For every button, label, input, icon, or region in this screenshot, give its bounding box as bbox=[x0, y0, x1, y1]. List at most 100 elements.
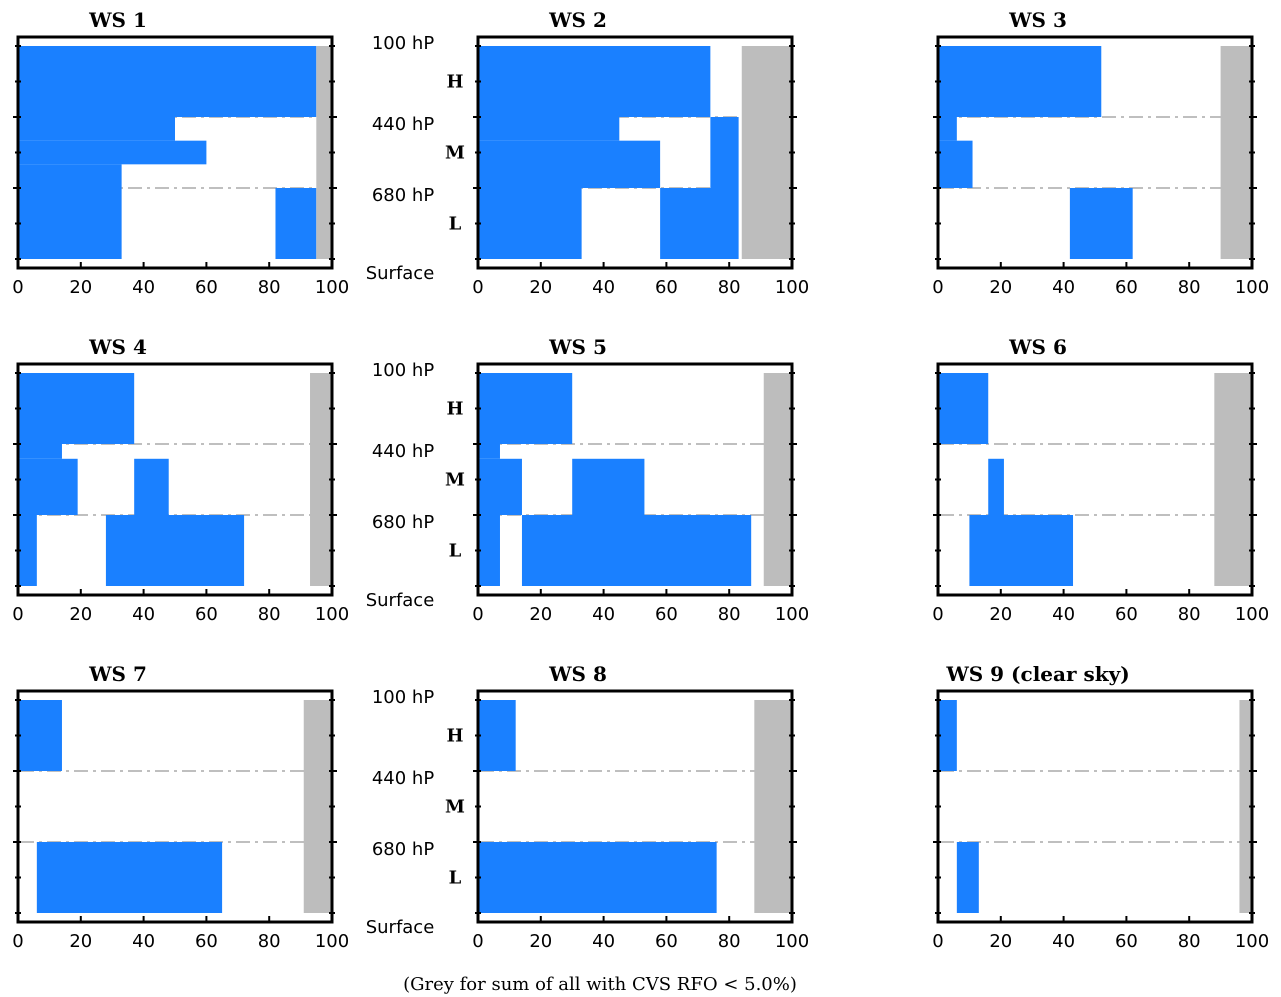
blue-bar bbox=[1069, 188, 1133, 259]
panel-title: WS 7 bbox=[88, 662, 147, 686]
grey-bar bbox=[1214, 373, 1252, 586]
grey-bar bbox=[741, 46, 792, 259]
x-tick-label: 20 bbox=[69, 604, 92, 625]
x-tick-label: 60 bbox=[655, 604, 678, 625]
pressure-label: 680 hP bbox=[372, 839, 434, 860]
blue-bar bbox=[105, 515, 245, 586]
blue-bar bbox=[938, 373, 989, 444]
x-tick-label: 100 bbox=[315, 931, 349, 952]
blue-bar bbox=[275, 188, 317, 259]
grey-bar bbox=[763, 373, 792, 586]
x-tick-label: 60 bbox=[195, 277, 218, 298]
blue-bar bbox=[938, 46, 1102, 117]
blue-bar bbox=[478, 188, 582, 259]
x-tick-label: 100 bbox=[1235, 277, 1269, 298]
x-tick-label: 80 bbox=[718, 931, 741, 952]
x-tick-label: 40 bbox=[1052, 604, 1075, 625]
blue-bar bbox=[478, 515, 500, 586]
x-tick-label: 80 bbox=[1178, 604, 1201, 625]
blue-bar bbox=[478, 700, 516, 771]
x-tick-label: 100 bbox=[315, 604, 349, 625]
level-label: H bbox=[446, 399, 463, 420]
level-label: L bbox=[449, 214, 462, 235]
blue-bar bbox=[660, 188, 739, 259]
blue-bar bbox=[18, 140, 207, 165]
level-label: M bbox=[445, 797, 465, 818]
x-tick-label: 20 bbox=[989, 931, 1012, 952]
panel-title: WS 9 (clear sky) bbox=[945, 662, 1129, 686]
x-tick-label: 80 bbox=[258, 277, 281, 298]
x-tick-label: 80 bbox=[718, 604, 741, 625]
x-tick-label: 40 bbox=[592, 931, 615, 952]
x-tick-label: 40 bbox=[132, 604, 155, 625]
pressure-axis-labels: 100 hP 440 hP 680 hP Surface H M L bbox=[366, 687, 465, 938]
panel-ws-2: WS 2 0 20 40 60 80 100 bbox=[472, 8, 809, 298]
x-tick-label: 20 bbox=[989, 604, 1012, 625]
x-tick-label: 60 bbox=[655, 277, 678, 298]
x-tick-label: 0 bbox=[472, 277, 483, 298]
x-tick-label: 20 bbox=[529, 604, 552, 625]
level-label: H bbox=[446, 726, 463, 747]
blue-bar bbox=[18, 188, 122, 259]
panel-ws-4: WS 4 0 20 40 60 80 100 bbox=[12, 335, 349, 625]
x-tick-label: 80 bbox=[718, 277, 741, 298]
blue-bar bbox=[18, 515, 37, 586]
blue-bar bbox=[572, 458, 645, 515]
pressure-axis-labels: 100 hP 440 hP 680 hP Surface H M L bbox=[366, 33, 465, 284]
blue-bar bbox=[478, 444, 500, 459]
x-tick-label: 0 bbox=[472, 604, 483, 625]
blue-bar bbox=[134, 458, 169, 515]
x-tick-label: 60 bbox=[1115, 277, 1138, 298]
panel-ws-1: WS 1 0 20 40 60 80 100 bbox=[12, 8, 349, 298]
x-tick-label: 0 bbox=[12, 604, 23, 625]
blue-bar bbox=[36, 842, 223, 913]
blue-bar bbox=[521, 515, 752, 586]
x-tick-label: 40 bbox=[592, 604, 615, 625]
blue-bar bbox=[938, 117, 957, 141]
grey-bar bbox=[1220, 46, 1252, 259]
panel-title: WS 4 bbox=[88, 335, 147, 359]
figure-caption: (Grey for sum of all with CVS RFO < 5.0%… bbox=[403, 974, 797, 995]
blue-bar bbox=[18, 700, 62, 771]
x-tick-label: 80 bbox=[258, 604, 281, 625]
pressure-label: 440 hP bbox=[372, 441, 434, 462]
blue-bar bbox=[18, 458, 78, 515]
panel-title: WS 1 bbox=[88, 8, 147, 32]
panel-ws-3: WS 3 0 20 40 60 80 100 bbox=[932, 8, 1269, 298]
x-tick-label: 80 bbox=[1178, 277, 1201, 298]
x-tick-label: 40 bbox=[132, 277, 155, 298]
grey-bar bbox=[1239, 700, 1252, 913]
x-tick-label: 20 bbox=[69, 277, 92, 298]
blue-bar bbox=[956, 842, 979, 913]
blue-bar bbox=[988, 458, 1004, 515]
x-tick-label: 60 bbox=[195, 931, 218, 952]
grey-bar bbox=[310, 373, 332, 586]
pressure-label: 100 hP bbox=[372, 360, 434, 381]
panel-ws-9: WS 9 (clear sky) 0 20 40 60 80 100 bbox=[932, 662, 1269, 952]
plot-frame bbox=[936, 689, 1254, 924]
pressure-label: 440 hP bbox=[372, 114, 434, 135]
blue-bar bbox=[18, 117, 175, 141]
x-tick-label: 100 bbox=[775, 604, 809, 625]
level-label: L bbox=[449, 868, 462, 889]
panel-title: WS 8 bbox=[548, 662, 607, 686]
x-tick-label: 20 bbox=[69, 931, 92, 952]
panel-title: WS 3 bbox=[1008, 8, 1067, 32]
grey-bar bbox=[754, 700, 792, 913]
x-tick-label: 0 bbox=[932, 277, 943, 298]
blue-bar bbox=[18, 444, 62, 459]
x-tick-label: 20 bbox=[529, 931, 552, 952]
x-tick-label: 0 bbox=[932, 931, 943, 952]
x-tick-label: 40 bbox=[592, 277, 615, 298]
pressure-label: Surface bbox=[366, 590, 435, 611]
x-tick-label: 60 bbox=[655, 931, 678, 952]
x-tick-label: 60 bbox=[1115, 604, 1138, 625]
blue-bar bbox=[478, 842, 717, 913]
panel-title: WS 5 bbox=[548, 335, 607, 359]
x-tick-label: 60 bbox=[1115, 931, 1138, 952]
grey-bar bbox=[316, 46, 332, 259]
x-tick-label: 0 bbox=[12, 931, 23, 952]
pressure-label: 680 hP bbox=[372, 185, 434, 206]
x-tick-label: 40 bbox=[132, 931, 155, 952]
